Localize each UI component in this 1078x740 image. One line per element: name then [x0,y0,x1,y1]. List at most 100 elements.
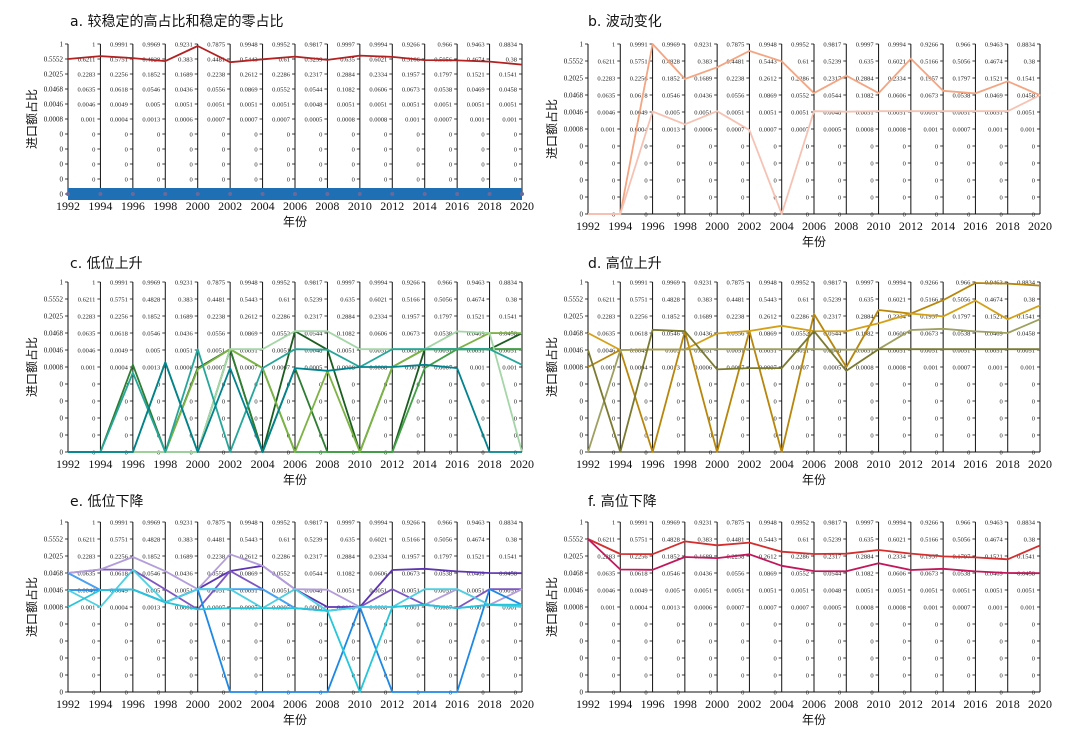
x-tick-label: 1996 [641,457,665,471]
axis-value-label: 0 [416,162,419,169]
x-tick-label: 2016 [963,219,987,233]
axis-value-label: 0.0635 [78,571,96,578]
axis-value-label: 0.0008 [856,605,874,612]
axis-value-label: 0.0049 [110,102,128,109]
axis-value-label: 0.9997 [337,280,356,287]
axis-value-label: 0.4481 [207,297,225,304]
x-tick-label: 2020 [1028,219,1052,233]
x-tick-label: 2000 [186,697,210,711]
axis-value-label: 0.9997 [856,42,875,49]
axis-value-label: 0 [319,450,322,457]
axis-value-label: 0.001 [601,605,616,612]
axis-value-label: 0.0048 [823,588,841,595]
axis-value-label: 0 [935,690,938,697]
axis-value-label: 0 [125,673,128,680]
axis-value-label: 0 [773,144,776,151]
axis-value-label: 0.0051 [272,348,290,355]
axis-value-label: 0 [481,399,484,406]
axis-value-label: 0.2334 [369,554,388,561]
y-tick-label: 0 [580,655,584,663]
axis-value-label: 0.0051 [953,110,971,117]
axis-value-label: 0.6211 [598,537,616,544]
axis-value-label: 0.9817 [823,42,842,49]
axis-value-label: 0 [644,178,647,185]
axis-value-label: 0.0538 [434,571,452,578]
axis-value-label: 0.0051 [369,588,387,595]
axis-value-label: 0 [481,450,484,457]
axis-value-label: 0 [806,178,809,185]
axis-value-label: 0.0051 [791,110,809,117]
axis-value-label: 0.6211 [598,59,616,66]
axis-value-label: 0.4674 [467,297,486,304]
axis-value-label: 0 [449,399,452,406]
axis-value-label: 0 [449,177,452,184]
axis-value-label: 0.001 [988,605,1003,612]
axis-value-label: 0.0006 [694,127,713,134]
axis-value-label: 0.9969 [142,42,160,49]
axis-value-label: 0 [319,673,322,680]
axis-value-label: 0 [838,433,841,440]
axis-value-label: 0.0051 [1017,110,1035,117]
y-tick-label: 0.0046 [44,347,64,355]
axis-value-label: 0 [903,622,906,629]
y-tick-label: 0 [60,398,64,406]
data-point [66,192,70,196]
axis-value-label: 0 [222,147,225,154]
axis-value-label: 0.4481 [727,59,745,66]
data-point [520,192,524,196]
axis-value-label: 0 [838,656,841,663]
axis-value-label: 0 [416,622,419,629]
axis-value-label: 0 [677,450,680,457]
axis-value-label: 0.1689 [694,314,712,321]
y-axis-label: 进口额占比 [24,89,39,149]
axis-value-label: 0.001 [1020,127,1035,134]
axis-value-label: 0.0051 [856,110,874,117]
axis-value-label: 0 [125,399,128,406]
axis-value-label: 0.1082 [337,331,355,338]
axis-value-label: 0.2286 [791,314,810,321]
axis-value-label: 0 [157,639,160,646]
axis-value-label: 0.9969 [662,280,680,287]
axis-value-label: 0 [352,656,355,663]
axis-value-label: 0.635 [859,537,874,544]
x-tick-label: 2018 [478,697,502,711]
axis-value-label: 0 [612,673,615,680]
axis-value-label: 0.2256 [110,314,129,321]
axis-value-label: 0.001 [81,605,96,612]
axis-value-label: 0 [157,162,160,169]
y-tick-label: 0 [60,672,64,680]
axis-value-label: 0 [709,656,712,663]
axis-value-label: 0.2612 [759,76,777,83]
axis-value-label: 0.0005 [823,365,841,372]
axis-value-label: 0.0048 [305,348,323,355]
y-tick-label: 0 [60,415,64,423]
axis-value-label: 0 [189,673,192,680]
axis-value-label: 0 [870,161,873,168]
y-tick-label: 0 [580,398,584,406]
axis-value-label: 0.0005 [305,365,323,372]
axis-value-label: 0 [644,450,647,457]
axis-value-label: 0.2317 [305,72,324,79]
x-tick-label: 1992 [576,219,600,233]
axis-value-label: 0.0046 [78,588,97,595]
axis-value-label: 0.2283 [78,72,96,79]
x-tick-label: 1992 [56,199,80,213]
axis-value-label: 0.4828 [142,537,160,544]
axis-value-label: 0 [514,147,517,154]
x-tick-label: 2006 [283,457,307,471]
axis-value-label: 0.38 [506,297,517,304]
axis-value-label: 0.9997 [337,42,356,49]
axis-value-label: 0 [612,382,615,389]
axis-value-label: 0 [709,161,712,168]
axis-value-label: 0.0049 [110,348,128,355]
axis-value-label: 0 [384,450,387,457]
axis-value-label: 0 [222,416,225,423]
axis-value-label: 0 [189,450,192,457]
x-tick-label: 1994 [608,219,632,233]
axis-value-label: 0 [157,673,160,680]
axis-value-label: 0 [254,416,257,423]
axis-value-label: 0.2256 [630,554,649,561]
y-tick-label: 1 [580,41,584,49]
axis-value-label: 0.0046 [597,348,616,355]
